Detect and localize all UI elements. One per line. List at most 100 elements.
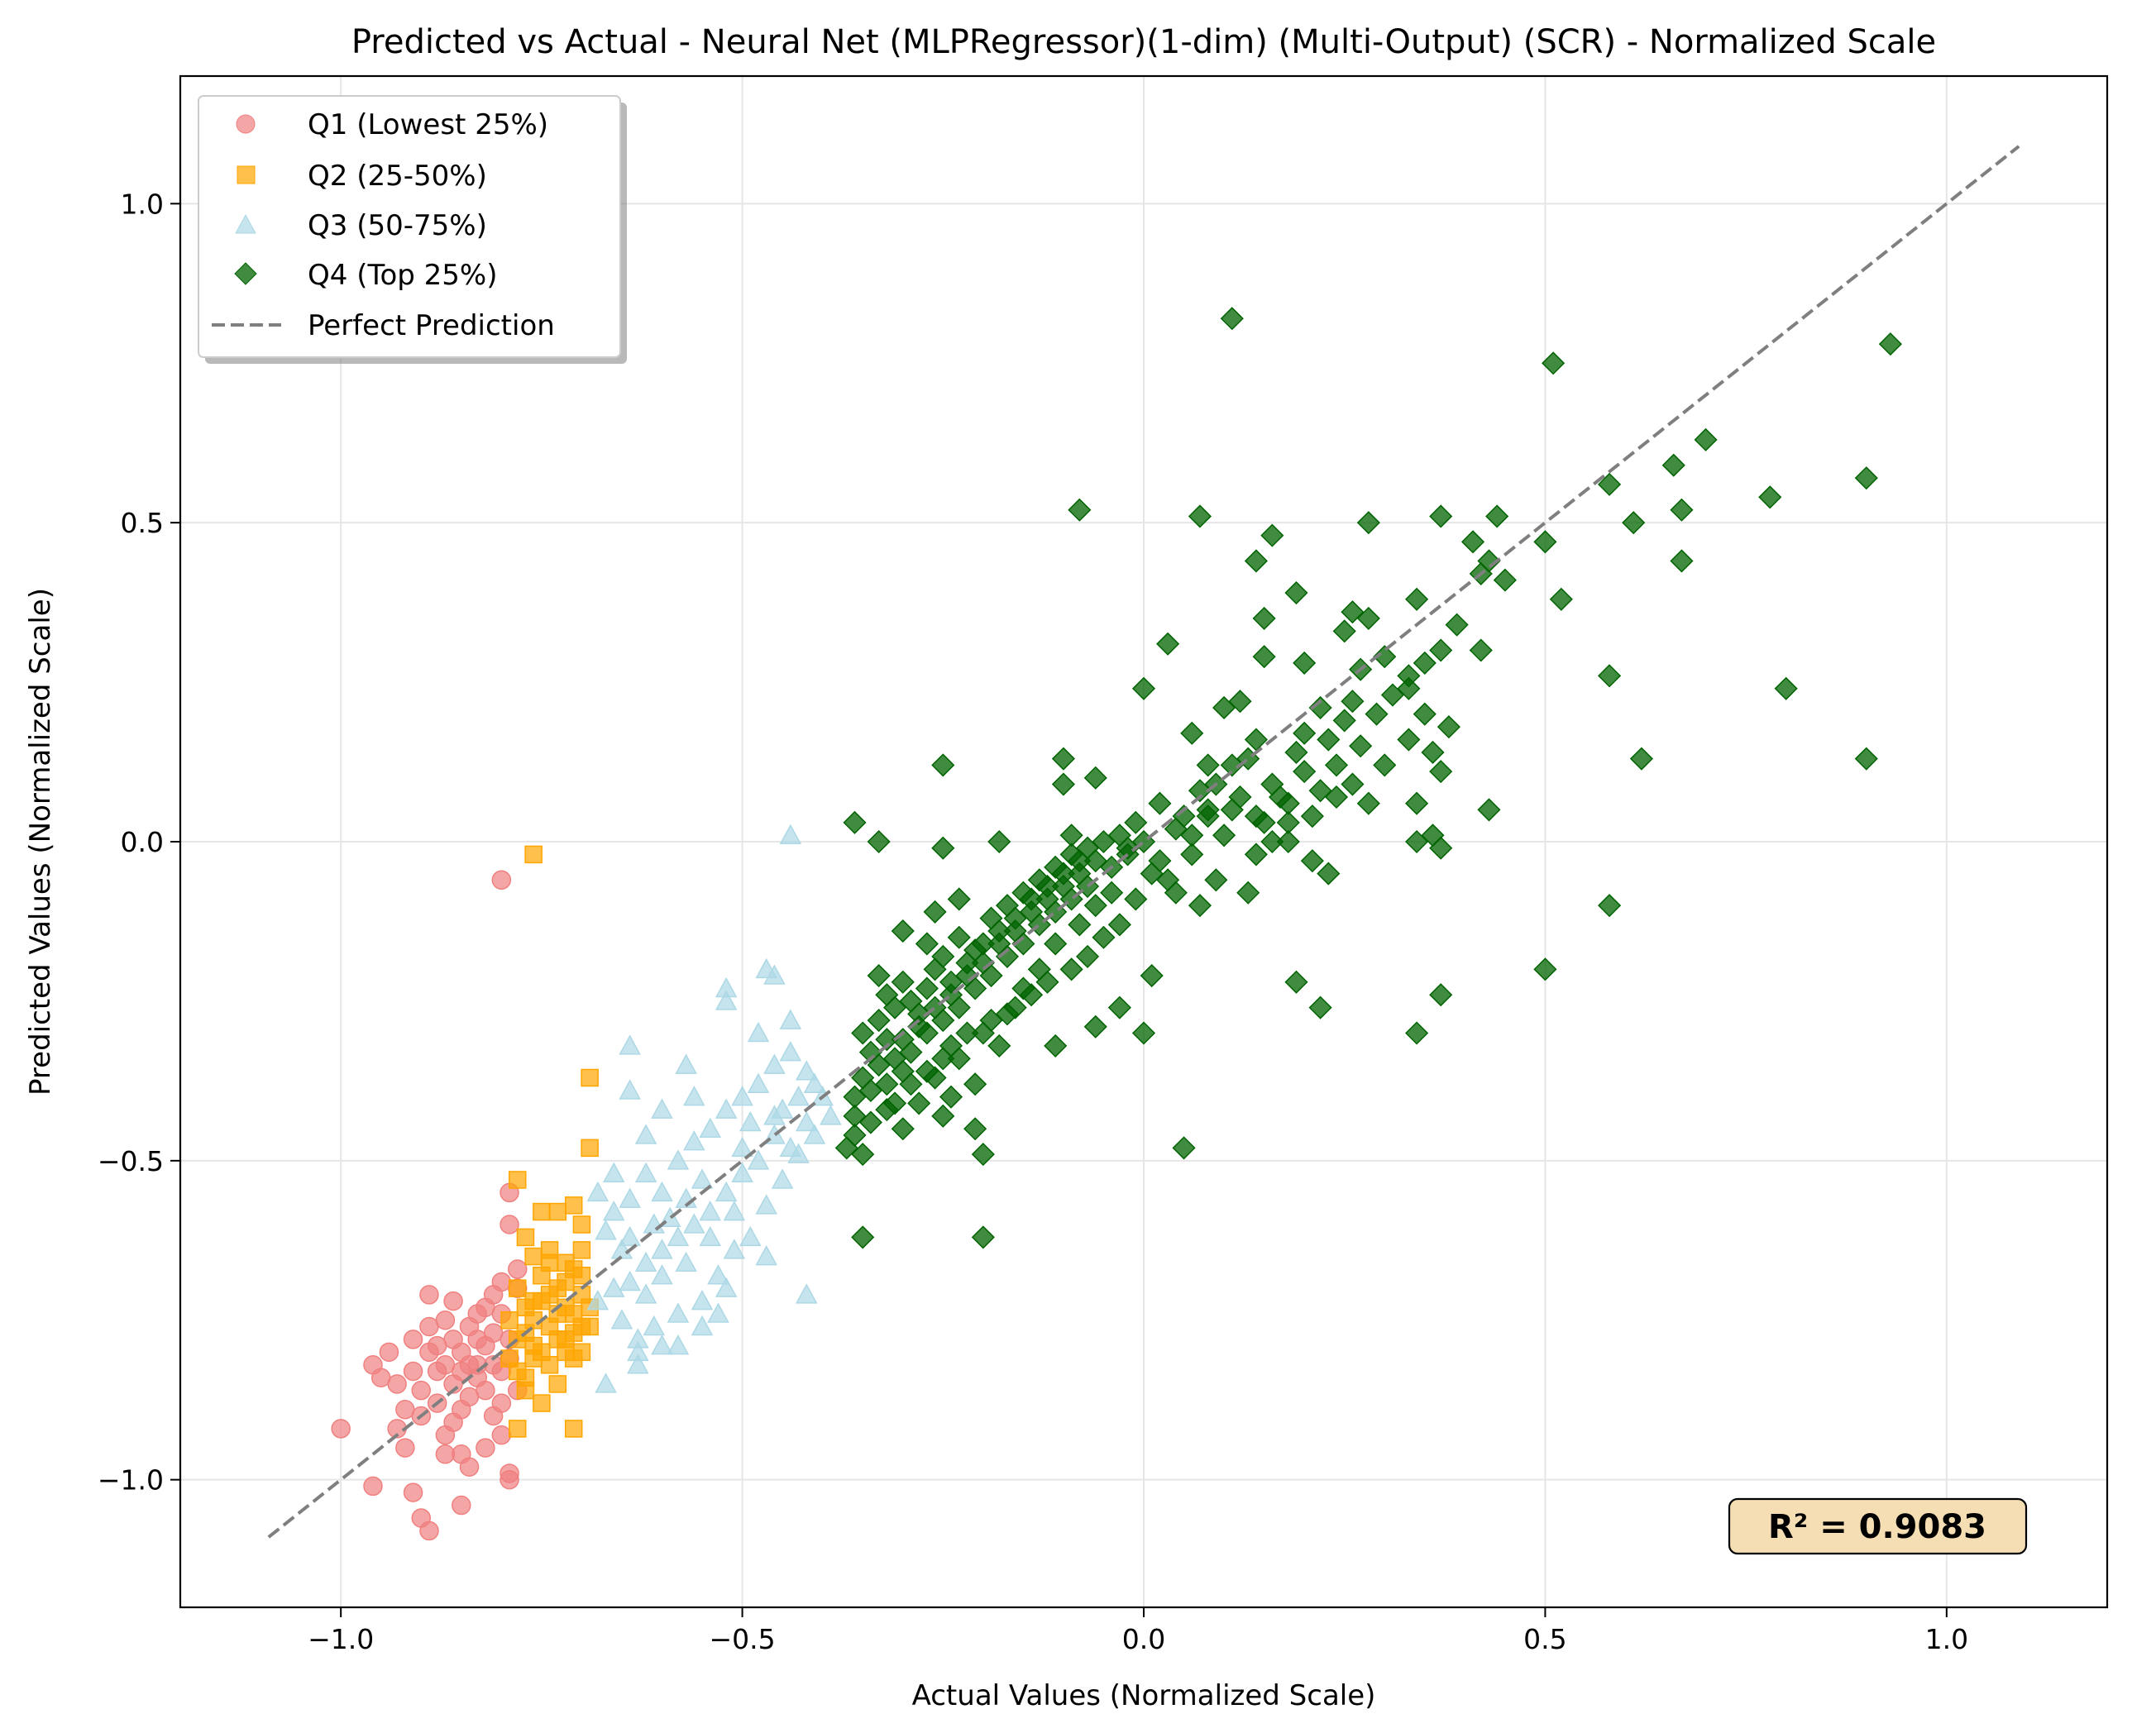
data-point-q4 [851,1143,875,1167]
data-point-q4 [1244,843,1268,866]
data-point-q4 [1051,747,1075,771]
data-point-q3 [683,1086,705,1106]
data-point-q3 [787,1086,810,1106]
data-point-q4 [947,995,971,1019]
data-point-q4 [1308,695,1332,720]
data-point-q3 [627,1353,649,1374]
data-point-q4 [875,1028,899,1052]
data-point-q3 [595,1373,617,1393]
data-point-q3 [634,1283,657,1304]
data-point-q4 [1220,753,1244,777]
data-point-q4 [1035,874,1059,899]
data-point-q4 [851,1021,875,1045]
data-point-q4 [931,944,955,968]
data-point-q4 [1356,511,1380,535]
data-point-q4 [1670,549,1694,573]
data-point-q3 [699,1201,722,1221]
legend-label-perfect-prediction: Perfect Prediction [308,309,555,342]
data-point-q4 [1413,651,1437,675]
legend-label-q1: Q1 (Lowest 25%) [308,108,548,141]
data-point-q3 [763,1105,786,1125]
data-point-q4 [1083,849,1107,873]
y-tick-label: −0.5 [98,1145,164,1177]
data-point-q4 [851,1225,875,1249]
data-point-q2 [548,1330,567,1349]
data-point-q4 [1124,810,1148,834]
data-point-q4 [1437,715,1460,739]
data-point-q4 [963,1117,987,1141]
data-point-q4 [971,1021,995,1045]
data-point-q4 [1284,580,1308,605]
r2-annotation-box [1728,1497,2028,1555]
data-point-q2 [540,1253,559,1272]
data-point-q4 [1694,427,1718,451]
data-point-q4 [1188,504,1212,528]
data-point-q1 [363,1476,383,1497]
data-point-q4 [931,1104,955,1128]
data-point-q4 [1341,690,1365,714]
data-point-q2 [500,1311,519,1330]
data-point-q4 [1180,721,1204,745]
data-point-q4 [1598,664,1622,688]
data-point-q4 [1293,760,1317,784]
data-point-q4 [843,810,867,834]
data-point-q4 [867,1009,891,1033]
data-point-q4 [1156,868,1180,892]
data-point-q4 [1493,568,1517,592]
data-point-q3 [763,964,786,985]
data-point-q3 [795,1110,818,1132]
data-point-q4 [882,1091,907,1115]
data-point-q3 [707,1264,729,1285]
data-point-q4 [1124,887,1148,911]
data-point-q4 [1460,530,1485,554]
data-point-q4 [1341,772,1365,796]
data-point-q4 [1308,995,1332,1019]
scatter-points [331,307,1902,1541]
axis-ticks: −1.0 −0.5 0.0 0.5 1.0 −1.0 −0.5 0.0 0.5 1.0 [98,188,1968,1655]
data-point-q4 [1485,504,1509,528]
data-point-q4 [1533,957,1557,981]
data-point-q4 [1068,498,1092,522]
data-point-q4 [1405,587,1429,611]
data-point-q3 [651,1334,673,1355]
data-point-q3 [755,1194,777,1215]
data-point-q1 [379,1342,399,1363]
data-point-q4 [1397,664,1421,688]
data-point-q3 [747,1149,770,1170]
data-point-q4 [867,963,891,988]
data-point-q3 [619,1034,641,1055]
data-point-q4 [1092,829,1116,854]
data-point-q4 [1317,862,1341,886]
data-point-q4 [1188,894,1212,918]
data-point-q4 [947,925,971,949]
legend-label-q2: Q2 (25-50%) [308,160,487,193]
data-point-q4 [1469,638,1493,662]
data-point-q4 [1260,772,1284,796]
data-point-q4 [1044,932,1068,956]
data-point-q3 [602,1277,625,1297]
data-point-q4 [1308,779,1332,803]
data-point-q4 [1758,485,1782,509]
data-point-q3 [651,1181,673,1202]
data-point-q4 [899,1040,923,1064]
data-point-q3 [787,1143,810,1163]
data-point-q4 [1276,829,1300,854]
data-point-q2 [524,1247,543,1266]
data-point-q1 [491,870,512,890]
data-point-q4 [931,1009,955,1033]
x-tick-label: 1.0 [1925,1623,1968,1655]
data-point-q4 [1107,995,1131,1019]
data-point-q4 [1172,1136,1196,1160]
data-point-q3 [675,1251,697,1272]
y-axis-label: Predicted Values (Normalized Scale) [24,588,57,1096]
data-point-q3 [691,1290,714,1310]
data-point-q1 [419,1521,439,1541]
data-point-q4 [1140,963,1164,988]
data-point-q3 [586,1181,610,1202]
data-point-q4 [947,887,971,911]
data-point-q1 [500,1215,519,1234]
data-point-q4 [1131,676,1156,700]
data-point-q4 [1228,690,1252,714]
data-point-q2 [516,1368,535,1387]
